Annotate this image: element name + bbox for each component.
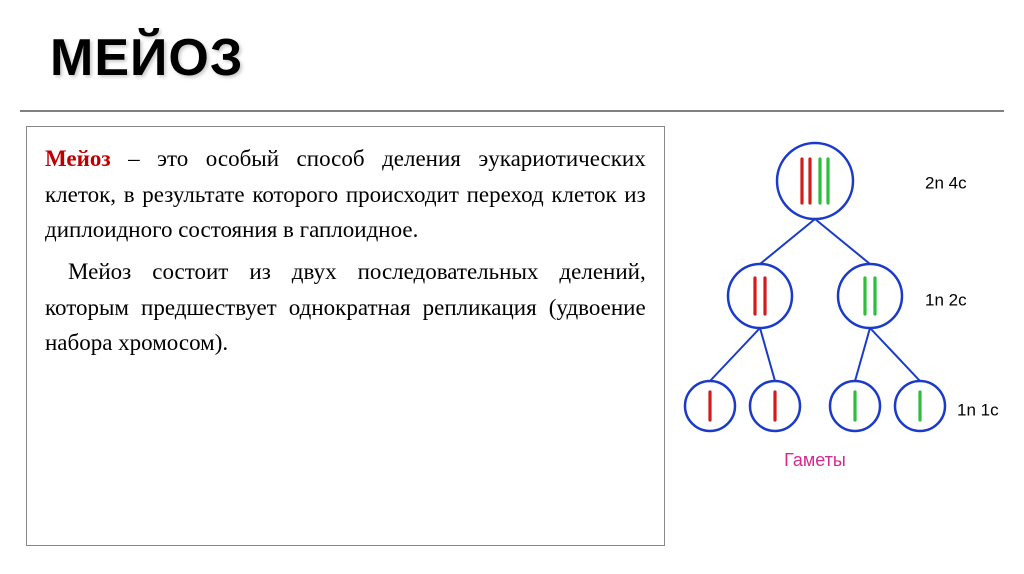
meiosis-diagram: 2n 4c 1n 2c 1n 1c Гаметы [675, 126, 1004, 546]
diagram-svg: 2n 4c 1n 2c 1n 1c Гаметы [675, 126, 1005, 546]
definition-box: Мейоз – это особый способ деления эукари… [26, 126, 665, 546]
svg-text:1n 2c: 1n 2c [925, 290, 967, 309]
definition-paragraph-2: Мейоз состоит из двух последовательных д… [45, 254, 646, 361]
svg-text:2n 4c: 2n 4c [925, 173, 967, 192]
term-highlight: Мейоз [45, 146, 111, 171]
svg-text:1n 1c: 1n 1c [957, 400, 999, 419]
content-row: Мейоз – это особый способ деления эукари… [0, 112, 1024, 546]
svg-text:Гаметы: Гаметы [784, 450, 846, 470]
para1-rest: – это особый способ деления эукариотичес… [45, 146, 646, 242]
definition-paragraph-1: Мейоз – это особый способ деления эукари… [45, 141, 646, 248]
page-title: МЕЙОЗ [50, 29, 243, 87]
